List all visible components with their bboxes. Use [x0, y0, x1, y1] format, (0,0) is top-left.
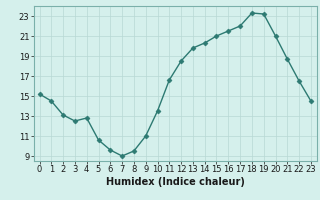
X-axis label: Humidex (Indice chaleur): Humidex (Indice chaleur) — [106, 177, 244, 187]
